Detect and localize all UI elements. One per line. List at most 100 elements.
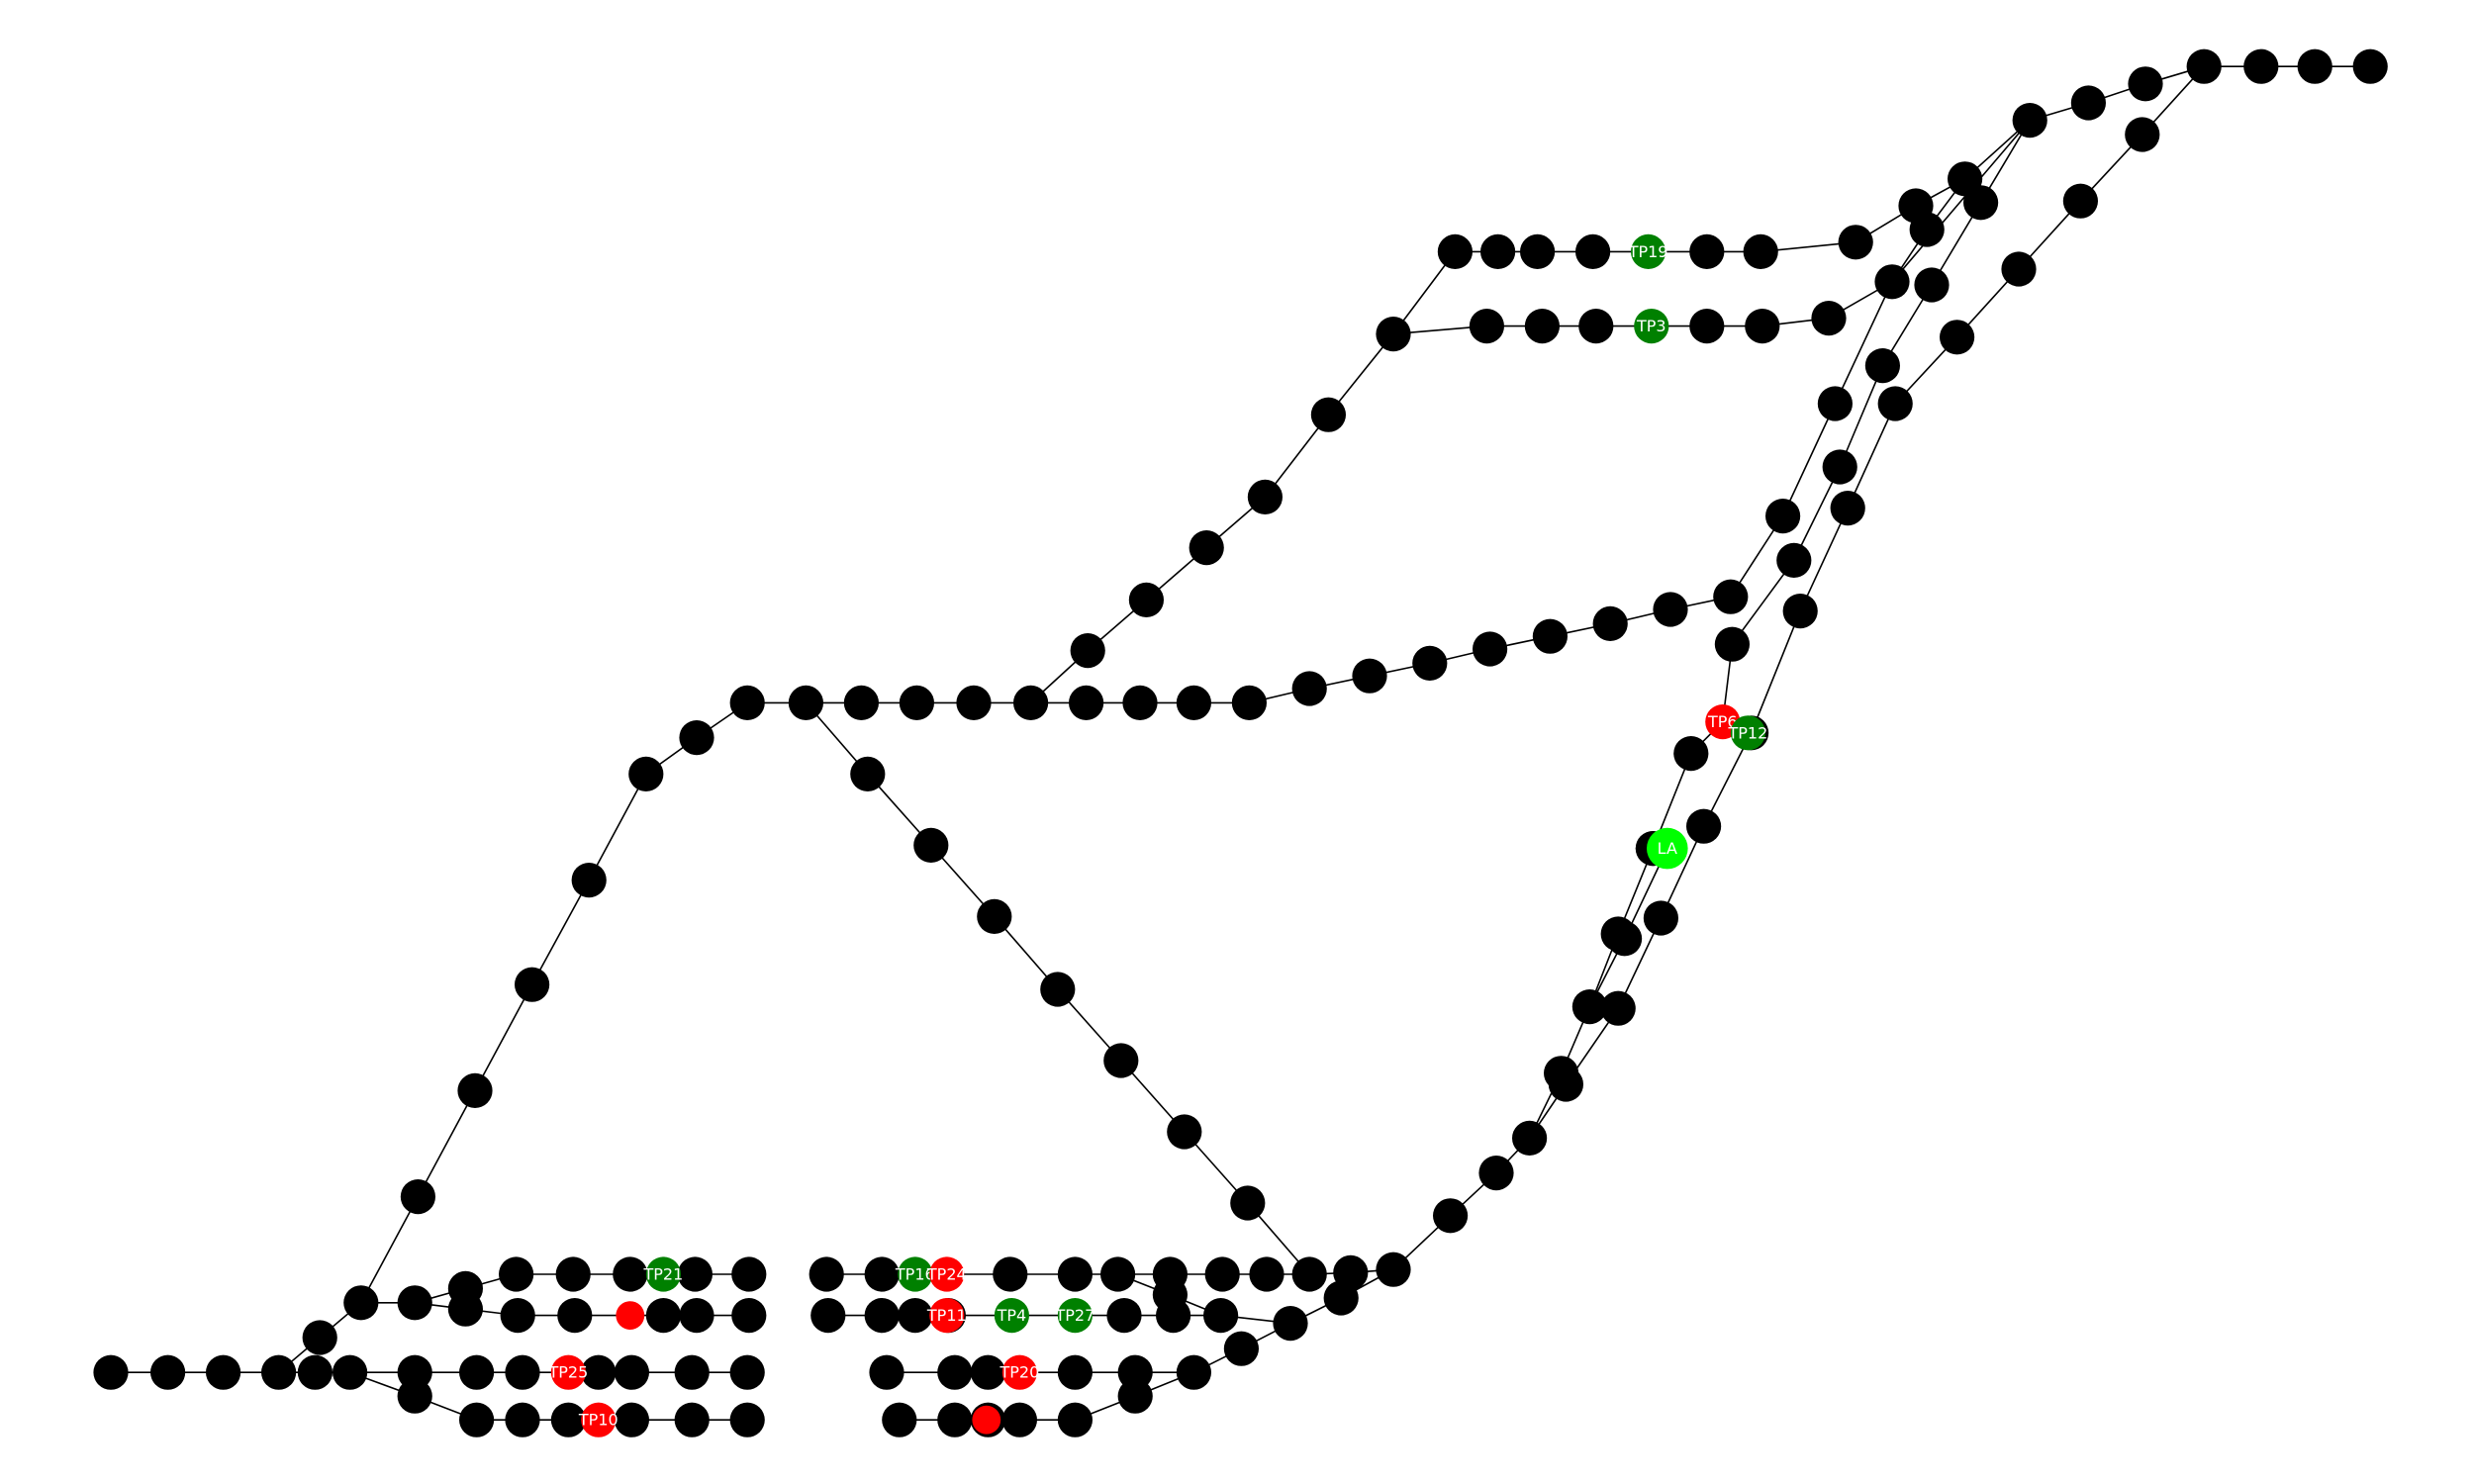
- graph-node: [1230, 1185, 1266, 1221]
- graph-node: [1643, 900, 1678, 936]
- graph-node: [1874, 264, 1910, 300]
- graph-node: [1830, 490, 1865, 526]
- node-label-tp24: TP24: [926, 1265, 967, 1284]
- graph-edge: [1799, 508, 1849, 611]
- graph-node: [1520, 233, 1556, 269]
- graph-node: [2352, 48, 2388, 84]
- graph-node: [1607, 921, 1643, 957]
- graph-node: [397, 1285, 432, 1321]
- node-tp25: [550, 1354, 587, 1390]
- node-la: [1647, 827, 1688, 870]
- marked-node: [616, 1301, 645, 1330]
- node-tp3: [1634, 309, 1669, 344]
- graph-node: [614, 1354, 650, 1390]
- graph-node: [1532, 618, 1568, 654]
- graph-node: [397, 1378, 432, 1414]
- graph-node: [571, 863, 607, 898]
- graph-node: [898, 1298, 933, 1334]
- graph-node: [679, 1298, 714, 1334]
- graph-node: [850, 756, 886, 792]
- graph-node: [882, 1402, 917, 1438]
- graph-node: [1128, 582, 1164, 618]
- graph-node: [788, 685, 824, 721]
- graph-node: [206, 1354, 241, 1390]
- node-tp10: [581, 1402, 617, 1438]
- graph-node: [261, 1354, 297, 1390]
- graph-node: [2070, 85, 2106, 121]
- graph-node: [1480, 233, 1516, 269]
- graph-node: [1103, 1043, 1139, 1078]
- graph-node: [1204, 1256, 1240, 1292]
- graph-node: [500, 1298, 535, 1334]
- graph-node: [1548, 1067, 1583, 1102]
- node-tp21: [645, 1256, 682, 1292]
- graph-node: [1433, 1198, 1469, 1234]
- graph-node: [2012, 103, 2047, 139]
- graph-node: [1686, 808, 1722, 844]
- graph-node: [1898, 188, 1934, 224]
- node-label-tp20: TP20: [999, 1363, 1040, 1382]
- graph-edge: [1781, 403, 1837, 516]
- node-tp16: [898, 1256, 933, 1292]
- graph-node: [2125, 117, 2160, 152]
- graph-node: [1940, 320, 1975, 355]
- graph-node: [1412, 645, 1448, 682]
- node-label-tp6: TP6: [1707, 712, 1738, 731]
- graph-node: [505, 1354, 540, 1390]
- graph-node: [555, 1256, 591, 1292]
- node-label-tp16: TP16: [895, 1265, 935, 1284]
- graph-node: [956, 685, 992, 721]
- graph-node: [1223, 1331, 1259, 1366]
- graph-node: [628, 756, 664, 792]
- graph-node: [1689, 233, 1725, 269]
- graph-node: [1231, 685, 1267, 721]
- graph-node: [297, 1354, 333, 1390]
- graph-node: [1249, 1256, 1285, 1292]
- node-label-tp19: TP19: [1628, 242, 1668, 261]
- graph-node: [1273, 1306, 1308, 1342]
- graph-node: [498, 1256, 534, 1292]
- graph-edge: [1839, 365, 1884, 468]
- graph-node: [1106, 1298, 1142, 1334]
- graph-node: [864, 1298, 900, 1334]
- graph-edge: [588, 774, 647, 881]
- graph-node: [459, 1402, 495, 1438]
- graph-edge: [1891, 120, 2031, 283]
- graph-node: [1578, 309, 1614, 344]
- graph-node: [937, 1354, 973, 1390]
- graph-node: [2186, 48, 2222, 84]
- graph-node: [447, 1291, 483, 1327]
- graph-node: [1571, 989, 1607, 1025]
- graph-node: [1310, 397, 1346, 432]
- graph-node: [343, 1285, 379, 1321]
- marked-node: [972, 1405, 1001, 1435]
- graph-edge: [1834, 281, 1893, 405]
- graph-node: [614, 1402, 650, 1438]
- graph-node: [302, 1320, 337, 1355]
- graph-node: [557, 1298, 593, 1334]
- node-label-tp3: TP3: [1636, 317, 1666, 335]
- graph-node: [1323, 1280, 1359, 1316]
- graph-node: [2243, 48, 2279, 84]
- graph-node: [1713, 579, 1749, 614]
- graph-node: [1512, 1120, 1548, 1156]
- graph-node: [674, 1354, 710, 1390]
- graph-node: [993, 1256, 1028, 1292]
- graph-node: [809, 1256, 844, 1292]
- graph-node: [1352, 658, 1387, 694]
- graph-node: [1040, 972, 1076, 1007]
- graph-node: [864, 1256, 900, 1292]
- graph-node: [457, 1072, 493, 1108]
- graph-edge: [474, 983, 533, 1091]
- graph-node: [674, 1402, 710, 1438]
- graph-node: [869, 1354, 904, 1390]
- graph-node: [1247, 479, 1283, 514]
- graph-node: [1524, 309, 1560, 344]
- graph-node: [970, 1354, 1006, 1390]
- graph-node: [1776, 542, 1812, 579]
- graph-node: [1291, 671, 1327, 706]
- graph-node: [1877, 386, 1913, 421]
- node-tp27: [1057, 1298, 1093, 1334]
- graph-node: [581, 1354, 617, 1390]
